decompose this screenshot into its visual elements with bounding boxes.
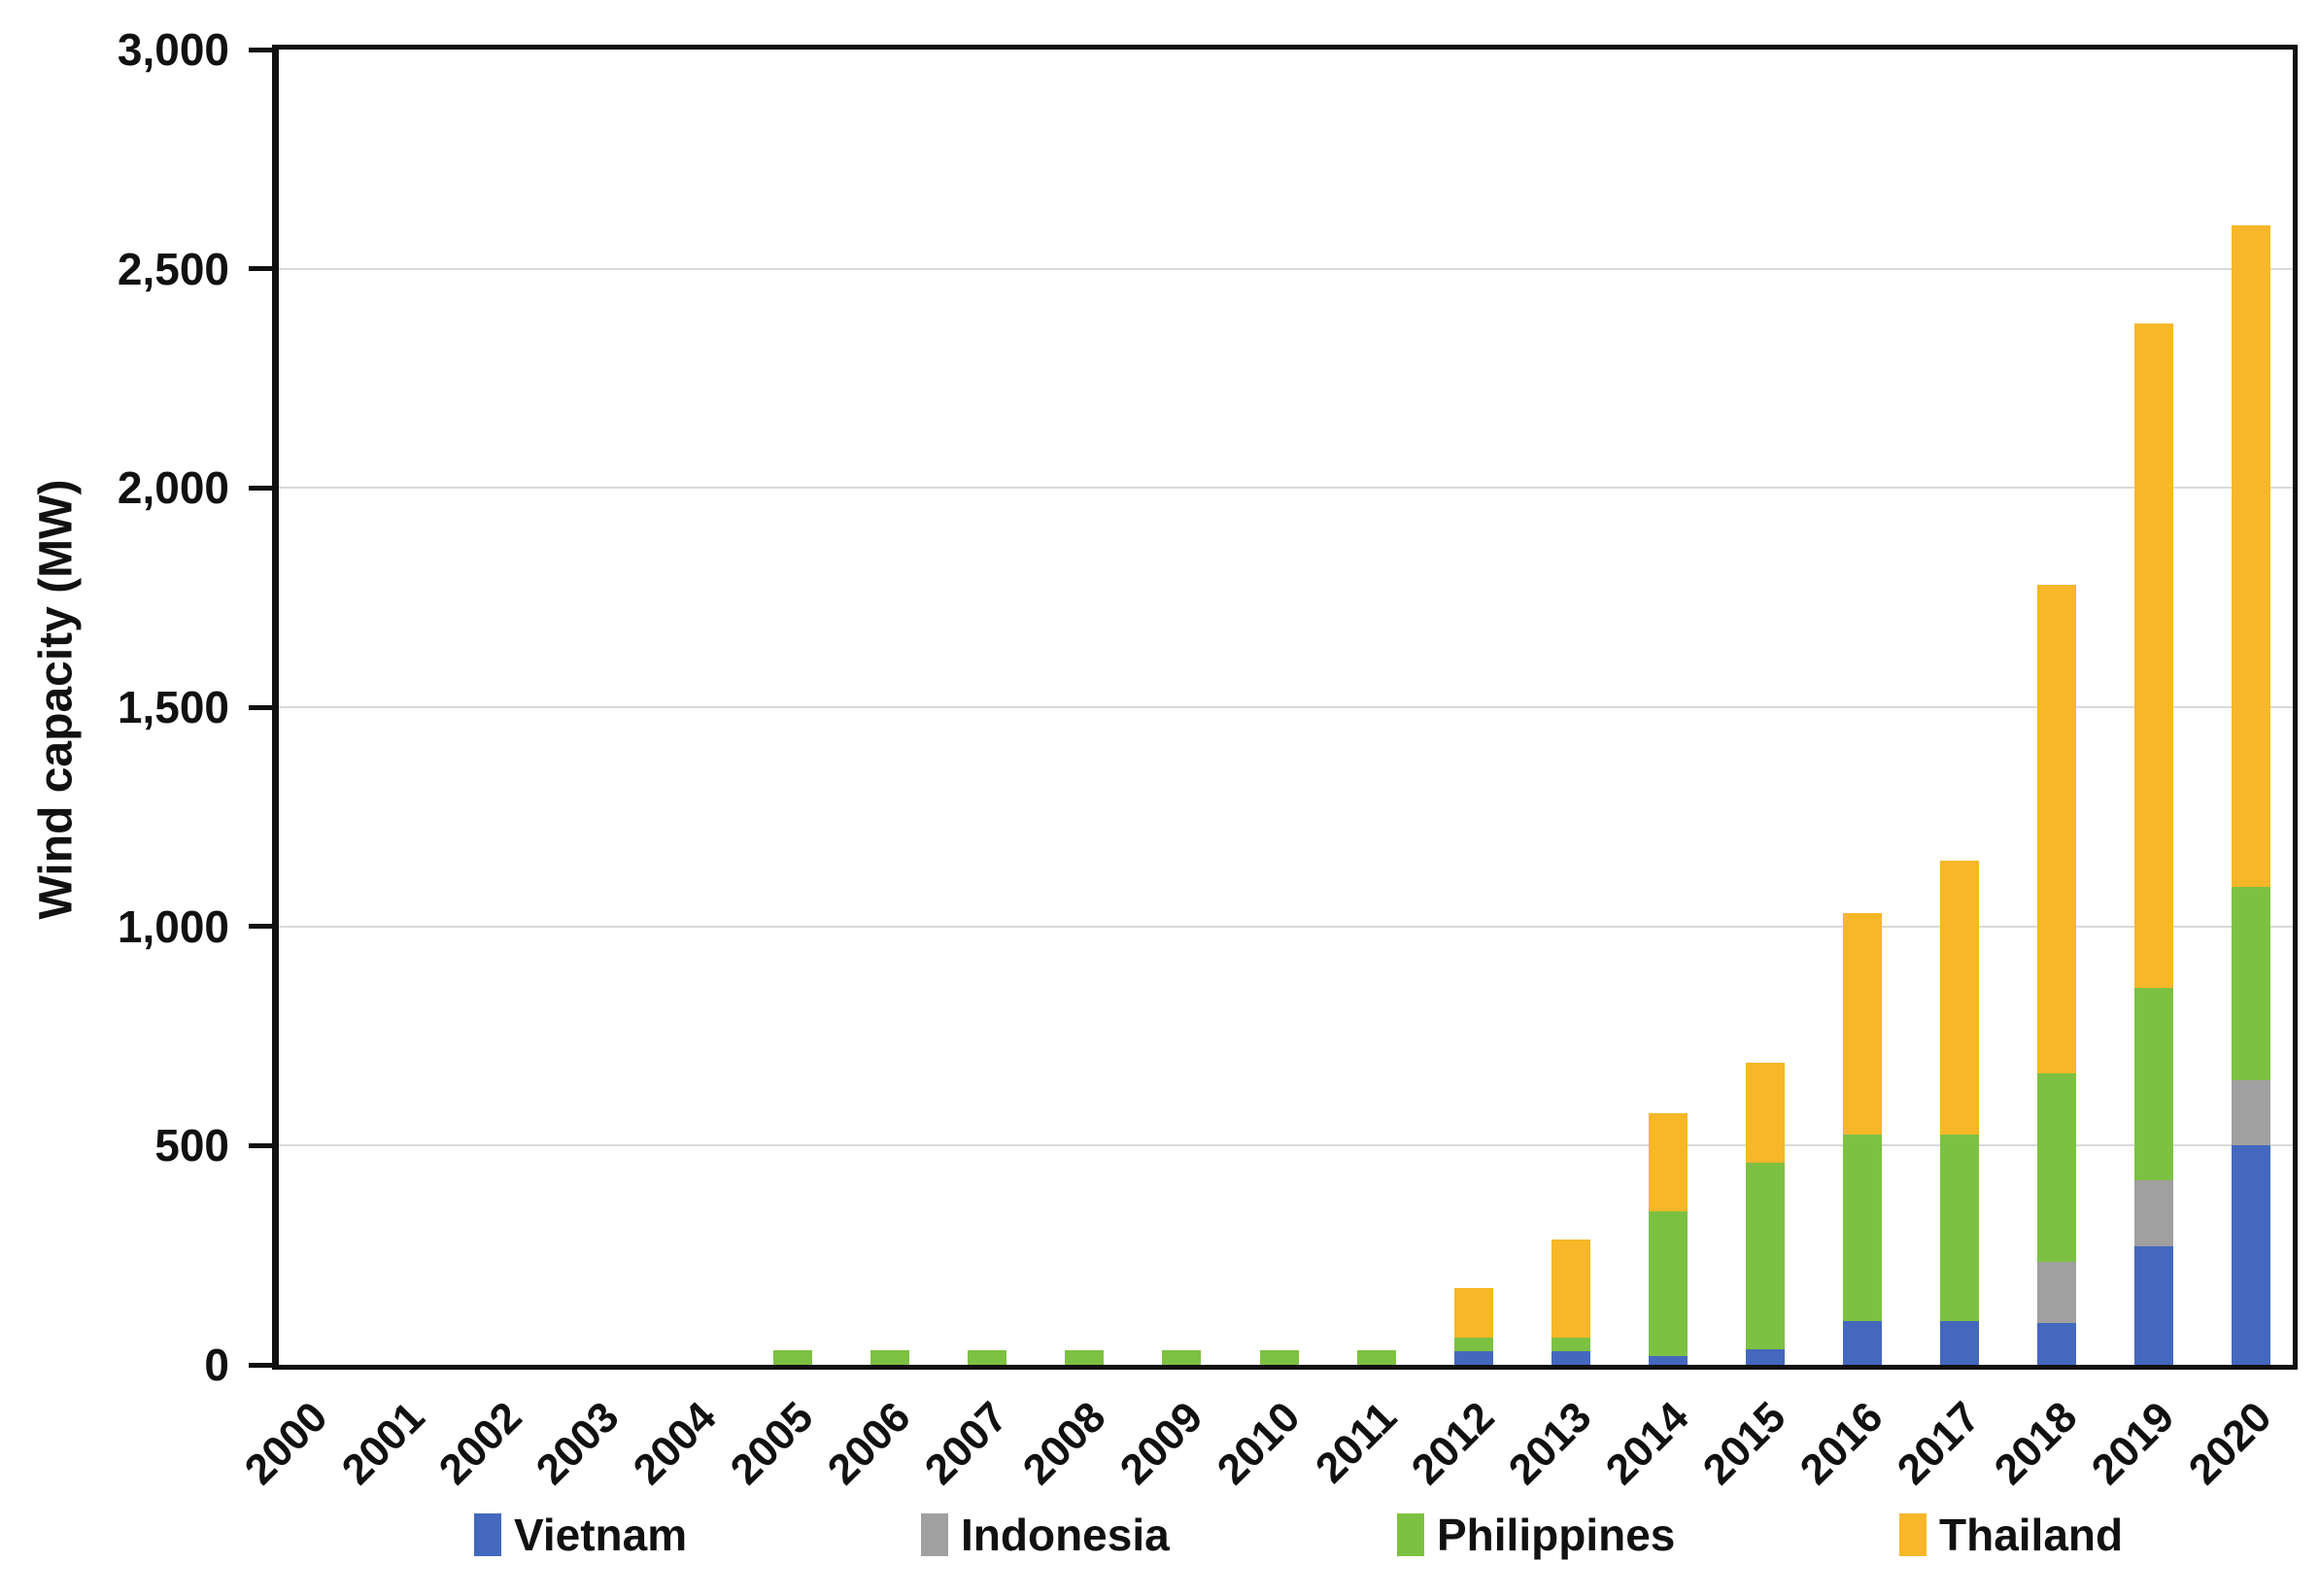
x-tick-label-2013: 2013 [1499, 1393, 1601, 1494]
gridline-2000 [279, 487, 2293, 490]
bar-2017-philippines [1939, 1135, 1979, 1321]
bars [279, 50, 2293, 1365]
y-tick-label-500: 500 [154, 1120, 229, 1172]
y-tick-label-1,500: 1,500 [117, 682, 229, 732]
bar-2018-vietnam [2036, 1323, 2076, 1365]
plot-area [272, 45, 2298, 1370]
gridlines [279, 50, 2293, 1365]
bar-2019-vietnam [2133, 1246, 2173, 1365]
y-tick-mark-2,500 [249, 266, 272, 272]
y-tick-label-2,000: 2,000 [117, 462, 229, 514]
bar-2010-philippines [1259, 1350, 1299, 1365]
x-tick-label-2014: 2014 [1596, 1393, 1698, 1494]
bar-2007-philippines [968, 1350, 1007, 1365]
gridline-500 [279, 1144, 2293, 1147]
x-tick-label-2011: 2011 [1307, 1393, 1407, 1493]
y-tick-label-1,000: 1,000 [117, 900, 229, 952]
bar-2015-vietnam [1745, 1349, 1785, 1365]
bar-2013-philippines [1551, 1337, 1590, 1352]
x-tick-label-2007: 2007 [916, 1393, 1018, 1494]
x-tick-label-2003: 2003 [527, 1393, 629, 1494]
bar-2012-vietnam [1453, 1351, 1493, 1365]
bar-2018-philippines [2036, 1072, 2076, 1262]
bar-2014-vietnam [1648, 1355, 1688, 1365]
bar-2012-thailand [1453, 1288, 1493, 1338]
x-tick-label-2006: 2006 [819, 1393, 920, 1494]
x-tick-label-2010: 2010 [1208, 1393, 1310, 1494]
legend-swatch-indonesia [921, 1513, 948, 1556]
x-tick-label-2012: 2012 [1402, 1393, 1504, 1494]
legend-label-indonesia: Indonesia [961, 1510, 1170, 1560]
y-tick-label-3,000: 3,000 [117, 24, 229, 75]
x-tick-label-2019: 2019 [2082, 1393, 2184, 1494]
bar-2016-vietnam [1842, 1320, 1882, 1365]
y-tick-mark-3,000 [249, 47, 272, 52]
bar-2019-philippines [2133, 987, 2173, 1181]
gridline-1500 [279, 706, 2293, 708]
bar-2006-philippines [870, 1350, 910, 1365]
x-tick-label-2001: 2001 [332, 1393, 434, 1494]
y-tick-label-0: 0 [204, 1340, 229, 1390]
bar-2018-thailand [2036, 584, 2076, 1073]
x-tick-label-2002: 2002 [429, 1393, 531, 1494]
x-tick-label-2000: 2000 [235, 1393, 337, 1494]
bar-2015-philippines [1745, 1163, 1785, 1350]
x-tick-label-2015: 2015 [1693, 1393, 1795, 1494]
legend-label-vietnam: Vietnam [514, 1510, 688, 1560]
legend-item-thailand: Thailand [1899, 1508, 2123, 1562]
y-tick-mark-1,500 [249, 704, 272, 710]
bar-2020-vietnam [2232, 1145, 2270, 1365]
bar-2009-philippines [1162, 1350, 1202, 1365]
bar-2017-vietnam [1939, 1320, 1979, 1365]
y-tick-mark-2,000 [249, 485, 272, 491]
x-tick-label-2008: 2008 [1013, 1393, 1115, 1494]
y-tick-mark-0 [249, 1362, 272, 1368]
bar-2019-indonesia [2133, 1180, 2173, 1247]
bar-2018-indonesia [2036, 1261, 2076, 1324]
bar-2005-philippines [773, 1350, 813, 1365]
bar-2019-thailand [2133, 323, 2173, 988]
x-tick-label-2005: 2005 [722, 1393, 823, 1494]
y-tick-mark-500 [249, 1142, 272, 1148]
bar-2016-thailand [1842, 913, 1882, 1136]
x-tick-label-2009: 2009 [1110, 1393, 1212, 1494]
x-tick-label-2017: 2017 [1888, 1393, 1990, 1494]
bar-2014-thailand [1648, 1112, 1688, 1212]
y-tick-mark-1,000 [249, 924, 272, 930]
bar-2012-philippines [1453, 1337, 1493, 1352]
y-tick-label-2,500: 2,500 [117, 243, 229, 294]
legend-label-thailand: Thailand [1939, 1510, 2124, 1560]
bar-2015-thailand [1745, 1062, 1785, 1164]
bar-2011-philippines [1356, 1350, 1396, 1365]
gridline-2500 [279, 267, 2293, 270]
legend-swatch-philippines [1397, 1513, 1424, 1556]
gridline-1000 [279, 925, 2293, 928]
bar-2020-thailand [2232, 224, 2270, 888]
bar-2013-thailand [1551, 1239, 1590, 1338]
bar-2008-philippines [1065, 1350, 1105, 1365]
bar-2014-philippines [1648, 1211, 1688, 1356]
legend-swatch-vietnam [474, 1513, 501, 1556]
bar-2013-vietnam [1551, 1351, 1590, 1365]
bar-2020-indonesia [2232, 1079, 2270, 1146]
bar-2020-philippines [2232, 887, 2270, 1080]
x-tick-label-2018: 2018 [1985, 1393, 2087, 1494]
bar-2017-thailand [1939, 860, 1979, 1136]
legend-swatch-thailand [1899, 1513, 1927, 1556]
bar-2016-philippines [1842, 1135, 1882, 1321]
x-tick-label-2016: 2016 [1790, 1393, 1893, 1494]
legend-label-philippines: Philippines [1437, 1510, 1676, 1560]
legend-item-vietnam: Vietnam [474, 1508, 687, 1562]
x-tick-label-2020: 2020 [2179, 1393, 2281, 1494]
legend-item-philippines: Philippines [1397, 1508, 1675, 1562]
legend-item-indonesia: Indonesia [921, 1508, 1170, 1562]
x-tick-label-2004: 2004 [624, 1393, 726, 1494]
